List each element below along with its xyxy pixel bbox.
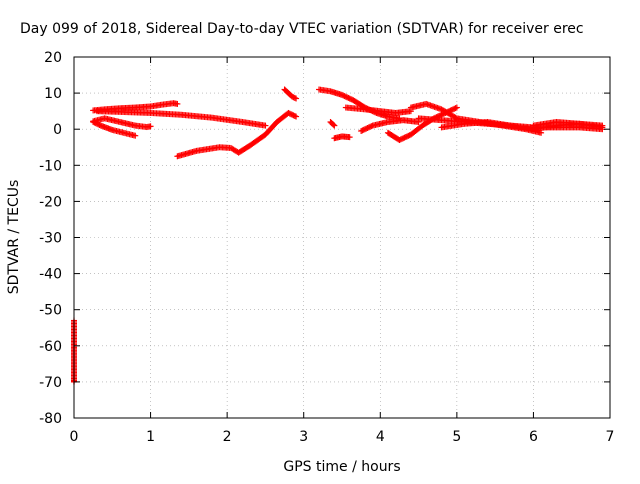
data-series xyxy=(90,115,154,131)
y-tick-label: 20 xyxy=(44,50,62,66)
y-tick-label: -70 xyxy=(39,375,62,391)
axis-ticks: 0 1 2 3 4 5 6 7 20 10 0 -10 -20 -30 -40 -50 -60 -70 -80 xyxy=(39,50,614,445)
data-series xyxy=(327,118,338,129)
x-tick-label: 1 xyxy=(146,429,155,445)
data-point xyxy=(291,112,298,119)
y-tick-label: -20 xyxy=(39,194,62,210)
x-tick-label: 3 xyxy=(299,429,308,445)
x-tick-label: 2 xyxy=(223,429,232,445)
data-point xyxy=(132,132,139,139)
data-point xyxy=(293,95,300,102)
data-series xyxy=(174,109,300,160)
data-point xyxy=(291,94,298,101)
y-tick-label: 10 xyxy=(44,86,62,102)
x-axis-label: GPS time / hours xyxy=(283,459,400,475)
data-series xyxy=(281,86,300,102)
data-point xyxy=(599,122,606,129)
data-points xyxy=(71,86,606,385)
y-tick-label: 0 xyxy=(53,122,62,138)
y-tick-label: -60 xyxy=(39,339,62,355)
data-point xyxy=(453,104,460,111)
data-series xyxy=(530,118,606,129)
y-axis-label: SDTVAR / TECUs xyxy=(6,180,22,295)
x-tick-label: 6 xyxy=(529,429,538,445)
data-series xyxy=(358,117,422,135)
data-point xyxy=(147,123,154,130)
y-tick-label: -30 xyxy=(39,231,62,247)
data-series xyxy=(331,133,353,142)
x-tick-label: 4 xyxy=(376,429,385,445)
x-tick-label: 7 xyxy=(606,429,615,445)
y-tick-label: -80 xyxy=(39,411,62,427)
data-point xyxy=(262,122,269,129)
data-point xyxy=(331,122,338,129)
data-series xyxy=(93,108,269,129)
data-point xyxy=(174,100,181,107)
x-tick-label: 0 xyxy=(70,429,79,445)
data-point xyxy=(293,113,300,120)
data-series xyxy=(90,118,139,139)
data-point xyxy=(330,121,337,128)
data-series xyxy=(342,104,414,116)
chart-title: Day 099 of 2018, Sidereal Day-to-day VTE… xyxy=(20,21,584,37)
data-point xyxy=(346,134,353,141)
data-point xyxy=(368,123,375,130)
y-tick-label: -10 xyxy=(39,158,62,174)
y-tick-label: -40 xyxy=(39,267,62,283)
x-tick-label: 5 xyxy=(452,429,461,445)
data-point xyxy=(452,105,459,112)
y-tick-label: -50 xyxy=(39,303,62,319)
